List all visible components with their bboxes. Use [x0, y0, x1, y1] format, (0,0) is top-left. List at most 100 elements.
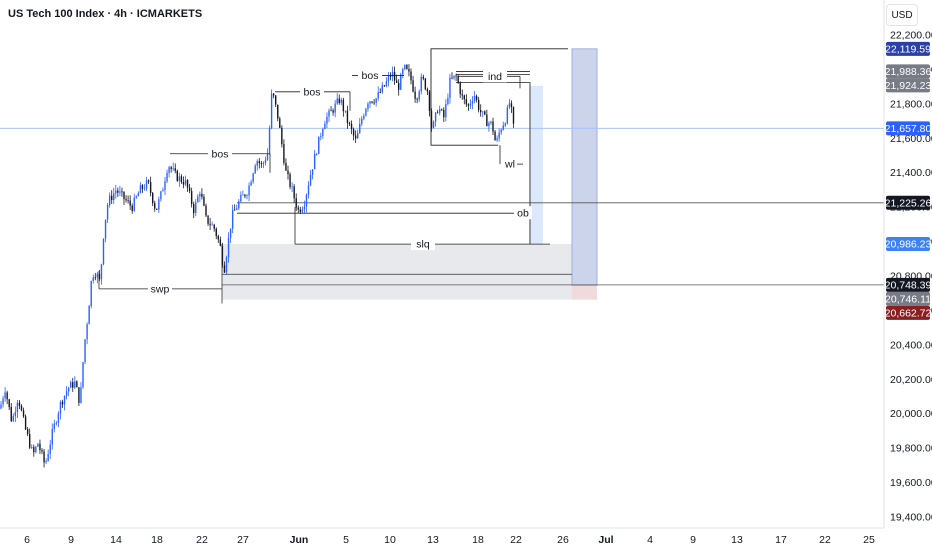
candle-body [158, 199, 160, 210]
candle-body [252, 173, 254, 182]
candle-body [512, 107, 515, 124]
time-tick: 18 [472, 534, 484, 546]
annotation-ind: ind [488, 71, 502, 83]
candle-body [199, 193, 201, 197]
candle-body [318, 136, 320, 154]
candle-body [309, 174, 312, 186]
price-label: 21,225.26 [885, 198, 932, 210]
candle-body [84, 339, 86, 363]
candle-body [375, 98, 377, 103]
candle-body [455, 75, 457, 77]
candle-body [449, 77, 451, 98]
candle-body [459, 83, 461, 95]
candle-body [203, 196, 205, 206]
price-tick: 19,400.00 [890, 512, 932, 524]
candle-body [439, 109, 441, 113]
candle-body [227, 237, 230, 258]
candle-body [20, 405, 23, 411]
candle-body [145, 180, 148, 189]
candle-body [166, 172, 168, 182]
candle-body [357, 133, 359, 139]
candle-body [121, 191, 123, 193]
candle-body [260, 163, 263, 164]
candle-body [285, 162, 287, 171]
price-label: 21,657.80 [885, 123, 932, 135]
candle-body [365, 108, 367, 116]
candle-body [211, 224, 213, 226]
candle-body [447, 97, 449, 104]
price-label-bg [886, 78, 930, 93]
candle-body [322, 129, 324, 137]
candle-body [313, 153, 316, 170]
candle-body [469, 103, 472, 106]
time-tick: 9 [68, 534, 74, 546]
price-tick: 22,200.00 [890, 30, 932, 42]
candle-body [500, 129, 502, 133]
candle-body [182, 181, 185, 185]
candle-body [436, 112, 439, 114]
candle-body [330, 110, 332, 112]
time-tick: 22 [819, 534, 831, 546]
candle-body [502, 125, 504, 130]
candle-body [127, 200, 129, 202]
candle-body [418, 91, 420, 100]
candle-body [8, 399, 10, 408]
candle-body [281, 127, 283, 145]
candle-body [398, 82, 400, 90]
price-label: 20,746.11 [885, 294, 931, 306]
candle-body [219, 239, 222, 246]
candle-body [104, 219, 107, 239]
price-label-bg [886, 291, 930, 306]
candle-body [143, 188, 146, 190]
candle-body [14, 412, 17, 417]
candle-body [305, 194, 308, 207]
candle-body [96, 273, 99, 278]
candle-body [283, 144, 285, 163]
time-tick: 13 [731, 534, 743, 546]
candle-body [242, 194, 244, 196]
candle-body [172, 168, 174, 170]
candle-body [453, 75, 455, 79]
candle-body [504, 123, 506, 126]
candle-body [496, 138, 498, 141]
currency-button[interactable]: USD [886, 4, 918, 26]
annotation-bg-bos [358, 68, 382, 82]
candle-body [223, 265, 226, 273]
candle-body [246, 195, 248, 197]
candle-body [340, 99, 342, 103]
candle-body [244, 194, 246, 197]
candle-body [291, 186, 293, 188]
annotation-ob: ob [517, 208, 529, 220]
price-tick: 20,400.00 [890, 339, 932, 351]
candle-body [149, 181, 152, 193]
candle-body [332, 110, 334, 113]
time-tick: 9 [690, 534, 696, 546]
candle-body [404, 64, 406, 70]
price-tick: 21,400.00 [890, 167, 932, 179]
candle-body [326, 116, 328, 124]
candle-body [16, 402, 19, 413]
candle-body [262, 162, 265, 164]
candle-body [154, 203, 156, 209]
price-label-bg [886, 121, 930, 136]
candle-body [293, 186, 295, 199]
price-label: 20,986.23 [885, 239, 932, 251]
candle-body [190, 191, 193, 205]
candle-body [342, 99, 345, 112]
time-axis[interactable]: 6 9 14 18 22 27 Jun 5 10 13 18 22 26 Jul 4 9 13 17 22 25 [24, 534, 875, 546]
annotation-bos: bos [212, 148, 229, 160]
candle-body [463, 95, 465, 100]
candle-body [215, 228, 217, 237]
price-labels: 22,119.59 21,988.36 21,924.23 21,657.80 21,2… [885, 41, 932, 320]
candle-body [72, 382, 74, 388]
zones-layer [222, 48, 598, 300]
candle-body [90, 281, 92, 306]
target-zone [572, 48, 597, 286]
candle-body [461, 94, 463, 96]
price-axis[interactable]: 22,200.0022,000.0021,800.0021,600.0021,4… [890, 30, 932, 524]
price-tick: 21,800.00 [890, 98, 932, 110]
candle-body [324, 123, 326, 130]
time-tick: 25 [863, 534, 875, 546]
candle-body [336, 98, 338, 104]
